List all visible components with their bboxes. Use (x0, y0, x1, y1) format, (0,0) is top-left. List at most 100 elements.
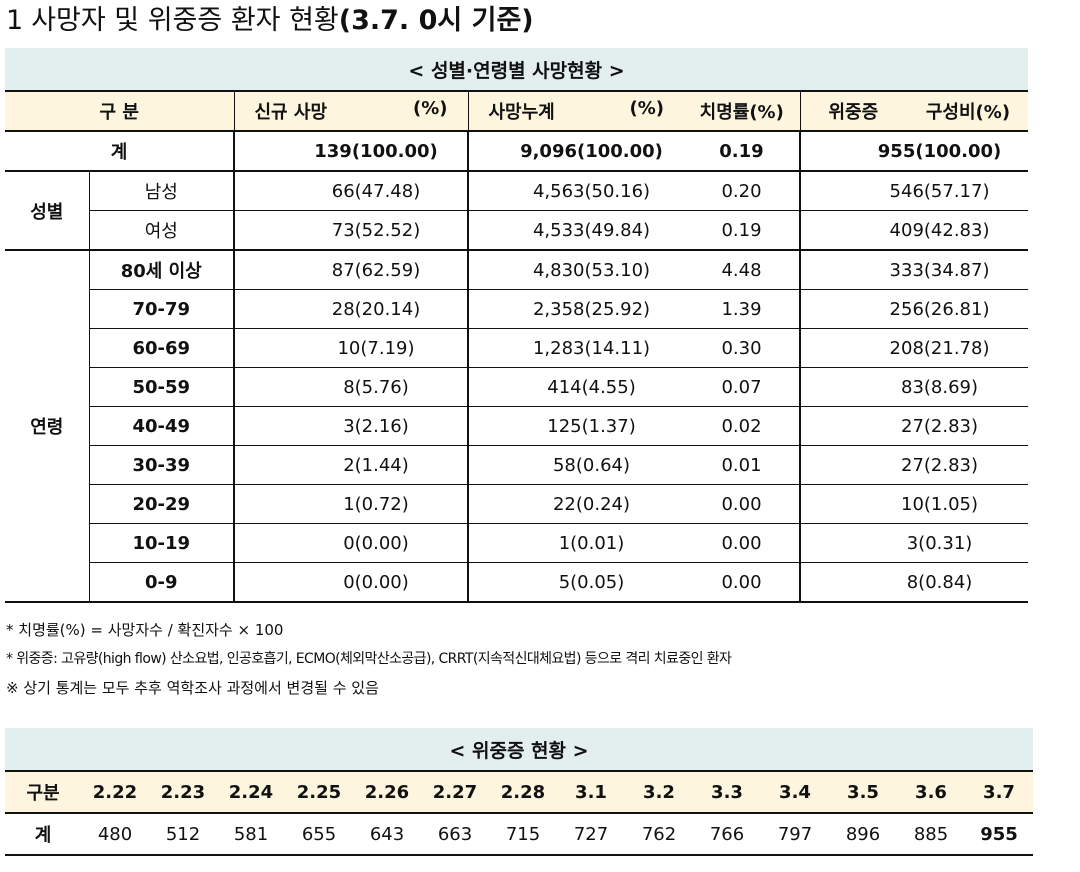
value-cell: 797 (761, 813, 829, 856)
row-cum: 1(0.01) (467, 523, 684, 563)
row-cum: 5(0.05) (467, 562, 684, 603)
row-cum: 125(1.37) (467, 406, 684, 446)
header-new-deaths: 신규 사망 (%) (233, 91, 468, 132)
header-severe-label: 위중증 (828, 102, 879, 123)
footnotes: * 치명률(%) = 사망자수 / 확진자수 × 100 * 위중증: 고유량(… (6, 616, 732, 703)
note-disclaimer: ※ 상기 통계는 모두 추후 역학조사 과정에서 변경될 수 있음 (6, 679, 379, 697)
table1-caption: < 성별·연령별 사망현황 > (5, 48, 1029, 92)
row-fatality: 0.19 (684, 210, 800, 251)
row-cum: 4,533(49.84) (467, 210, 684, 251)
row-severe: 8(0.84) (798, 562, 1029, 603)
row-cum: 1,283(14.11) (467, 328, 684, 368)
severe-values-row: 계 480 512 581 655 643 663 715 727 762 76… (5, 813, 1033, 856)
row-label: 여성 (88, 210, 234, 251)
table-row: 여성 73(52.52) 4,533(49.84) 0.19 409(42.83… (5, 210, 1029, 251)
header-severe: 위중증 구성비(%) (799, 91, 1029, 132)
value-cell: 762 (625, 813, 693, 856)
header-new-deaths-label: 신규 사망 (254, 102, 328, 123)
date-cell: 2.23 (149, 771, 217, 814)
date-cell: 3.3 (693, 771, 761, 814)
date-cell: 2.27 (421, 771, 489, 814)
date-cell: 3.1 (557, 771, 625, 814)
sex-group-label: 성별 (5, 171, 89, 251)
row-cum: 2,358(25.92) (467, 289, 684, 329)
row-cum: 58(0.64) (467, 445, 684, 485)
row-fatality: 0.00 (684, 562, 800, 603)
row-label: 80세 이상 (88, 250, 234, 290)
row-cum: 22(0.24) (467, 484, 684, 524)
table2-caption: < 위중증 현황 > (5, 728, 1033, 772)
row-severe: 27(2.83) (798, 406, 1029, 446)
date-cell: 2.25 (285, 771, 353, 814)
table-row: 70-79 28(20.14) 2,358(25.92) 1.39 256(26… (5, 289, 1029, 329)
row-header-label: 구분 (5, 771, 81, 814)
age-group-label: 연령 (5, 250, 89, 603)
header-category: 구 분 (5, 91, 234, 132)
value-cell: 885 (897, 813, 965, 856)
row-new: 10(7.19) (233, 328, 468, 368)
table-caption-row: < 위중증 현황 > (5, 728, 1033, 772)
table-header-row: 구 분 신규 사망 (%) 사망누계 (%) 치명률(%) 위중증 구성비(%) (5, 91, 1029, 132)
section-number: 1 (6, 5, 24, 36)
header-cumulative-label: 사망누계 (488, 102, 555, 123)
date-cell: 3.6 (897, 771, 965, 814)
value-cell: 663 (421, 813, 489, 856)
row-severe: 83(8.69) (798, 367, 1029, 407)
date-cell: 3.7 (965, 771, 1033, 814)
row-label: 50-59 (88, 367, 234, 407)
header-cumulative: 사망누계 (%) (467, 91, 684, 132)
row-fatality: 0.20 (684, 171, 800, 211)
total-fatality: 0.19 (684, 131, 800, 172)
value-cell: 766 (693, 813, 761, 856)
date-cell: 2.22 (81, 771, 149, 814)
row-label: 0-9 (88, 562, 234, 603)
row-fatality: 0.07 (684, 367, 800, 407)
table-row: 연령 80세 이상 87(62.59) 4,830(53.10) 4.48 33… (5, 250, 1029, 603)
row-fatality: 1.39 (684, 289, 800, 329)
title-date: (3.7. 0시 기준) (338, 5, 534, 36)
page-title: 1 사망자 및 위중증 환자 현황(3.7. 0시 기준) (6, 2, 534, 40)
value-cell: 727 (557, 813, 625, 856)
note-fatality: * 치명률(%) = 사망자수 / 확진자수 × 100 (6, 621, 284, 639)
value-cell: 643 (353, 813, 421, 856)
header-severe-ratio: 구성비(%) (925, 102, 1011, 123)
row-cum: 4,563(50.16) (467, 171, 684, 211)
date-cell: 2.28 (489, 771, 557, 814)
row-fatality: 0.00 (684, 484, 800, 524)
value-cell: 480 (81, 813, 149, 856)
row-fatality: 0.30 (684, 328, 800, 368)
total-label: 계 (5, 813, 81, 856)
row-new: 73(52.52) (233, 210, 468, 251)
date-header-row: 구분 2.22 2.23 2.24 2.25 2.26 2.27 2.28 3.… (5, 771, 1033, 814)
row-label: 70-79 (88, 289, 234, 329)
table-row: 40-49 3(2.16) 125(1.37) 0.02 27(2.83) (5, 406, 1029, 446)
table-row: 20-29 1(0.72) 22(0.24) 0.00 10(1.05) (5, 484, 1029, 524)
row-new: 28(20.14) (233, 289, 468, 329)
table-row: 50-59 8(5.76) 414(4.55) 0.07 83(8.69) (5, 367, 1029, 407)
title-main: 사망자 및 위중증 환자 현황 (31, 5, 339, 36)
total-severe: 955(100.00) (798, 131, 1029, 172)
row-cum: 414(4.55) (467, 367, 684, 407)
row-severe: 333(34.87) (798, 250, 1029, 290)
header-fatality: 치명률(%) (684, 91, 800, 132)
total-cum: 9,096(100.00) (467, 131, 684, 172)
date-cell: 2.24 (217, 771, 285, 814)
row-new: 87(62.59) (233, 250, 468, 290)
row-new: 3(2.16) (233, 406, 468, 446)
date-cell: 3.4 (761, 771, 829, 814)
row-fatality: 0.02 (684, 406, 800, 446)
value-cell: 581 (217, 813, 285, 856)
header-new-deaths-pct: (%) (413, 98, 448, 119)
row-new: 0(0.00) (233, 562, 468, 603)
date-cell: 2.26 (353, 771, 421, 814)
table-row: 60-69 10(7.19) 1,283(14.11) 0.30 208(21.… (5, 328, 1029, 368)
note-severe-definition: * 위중증: 고유량(high flow) 산소요법, 인공호흡기, ECMO(… (6, 651, 732, 667)
row-label: 30-39 (88, 445, 234, 485)
value-cell-latest: 955 (965, 813, 1033, 856)
row-new: 0(0.00) (233, 523, 468, 563)
date-cell: 3.5 (829, 771, 897, 814)
value-cell: 512 (149, 813, 217, 856)
table-row-total: 계 139(100.00) 9,096(100.00) 0.19 955(100… (5, 131, 1029, 172)
row-new: 2(1.44) (233, 445, 468, 485)
row-severe: 409(42.83) (798, 210, 1029, 251)
